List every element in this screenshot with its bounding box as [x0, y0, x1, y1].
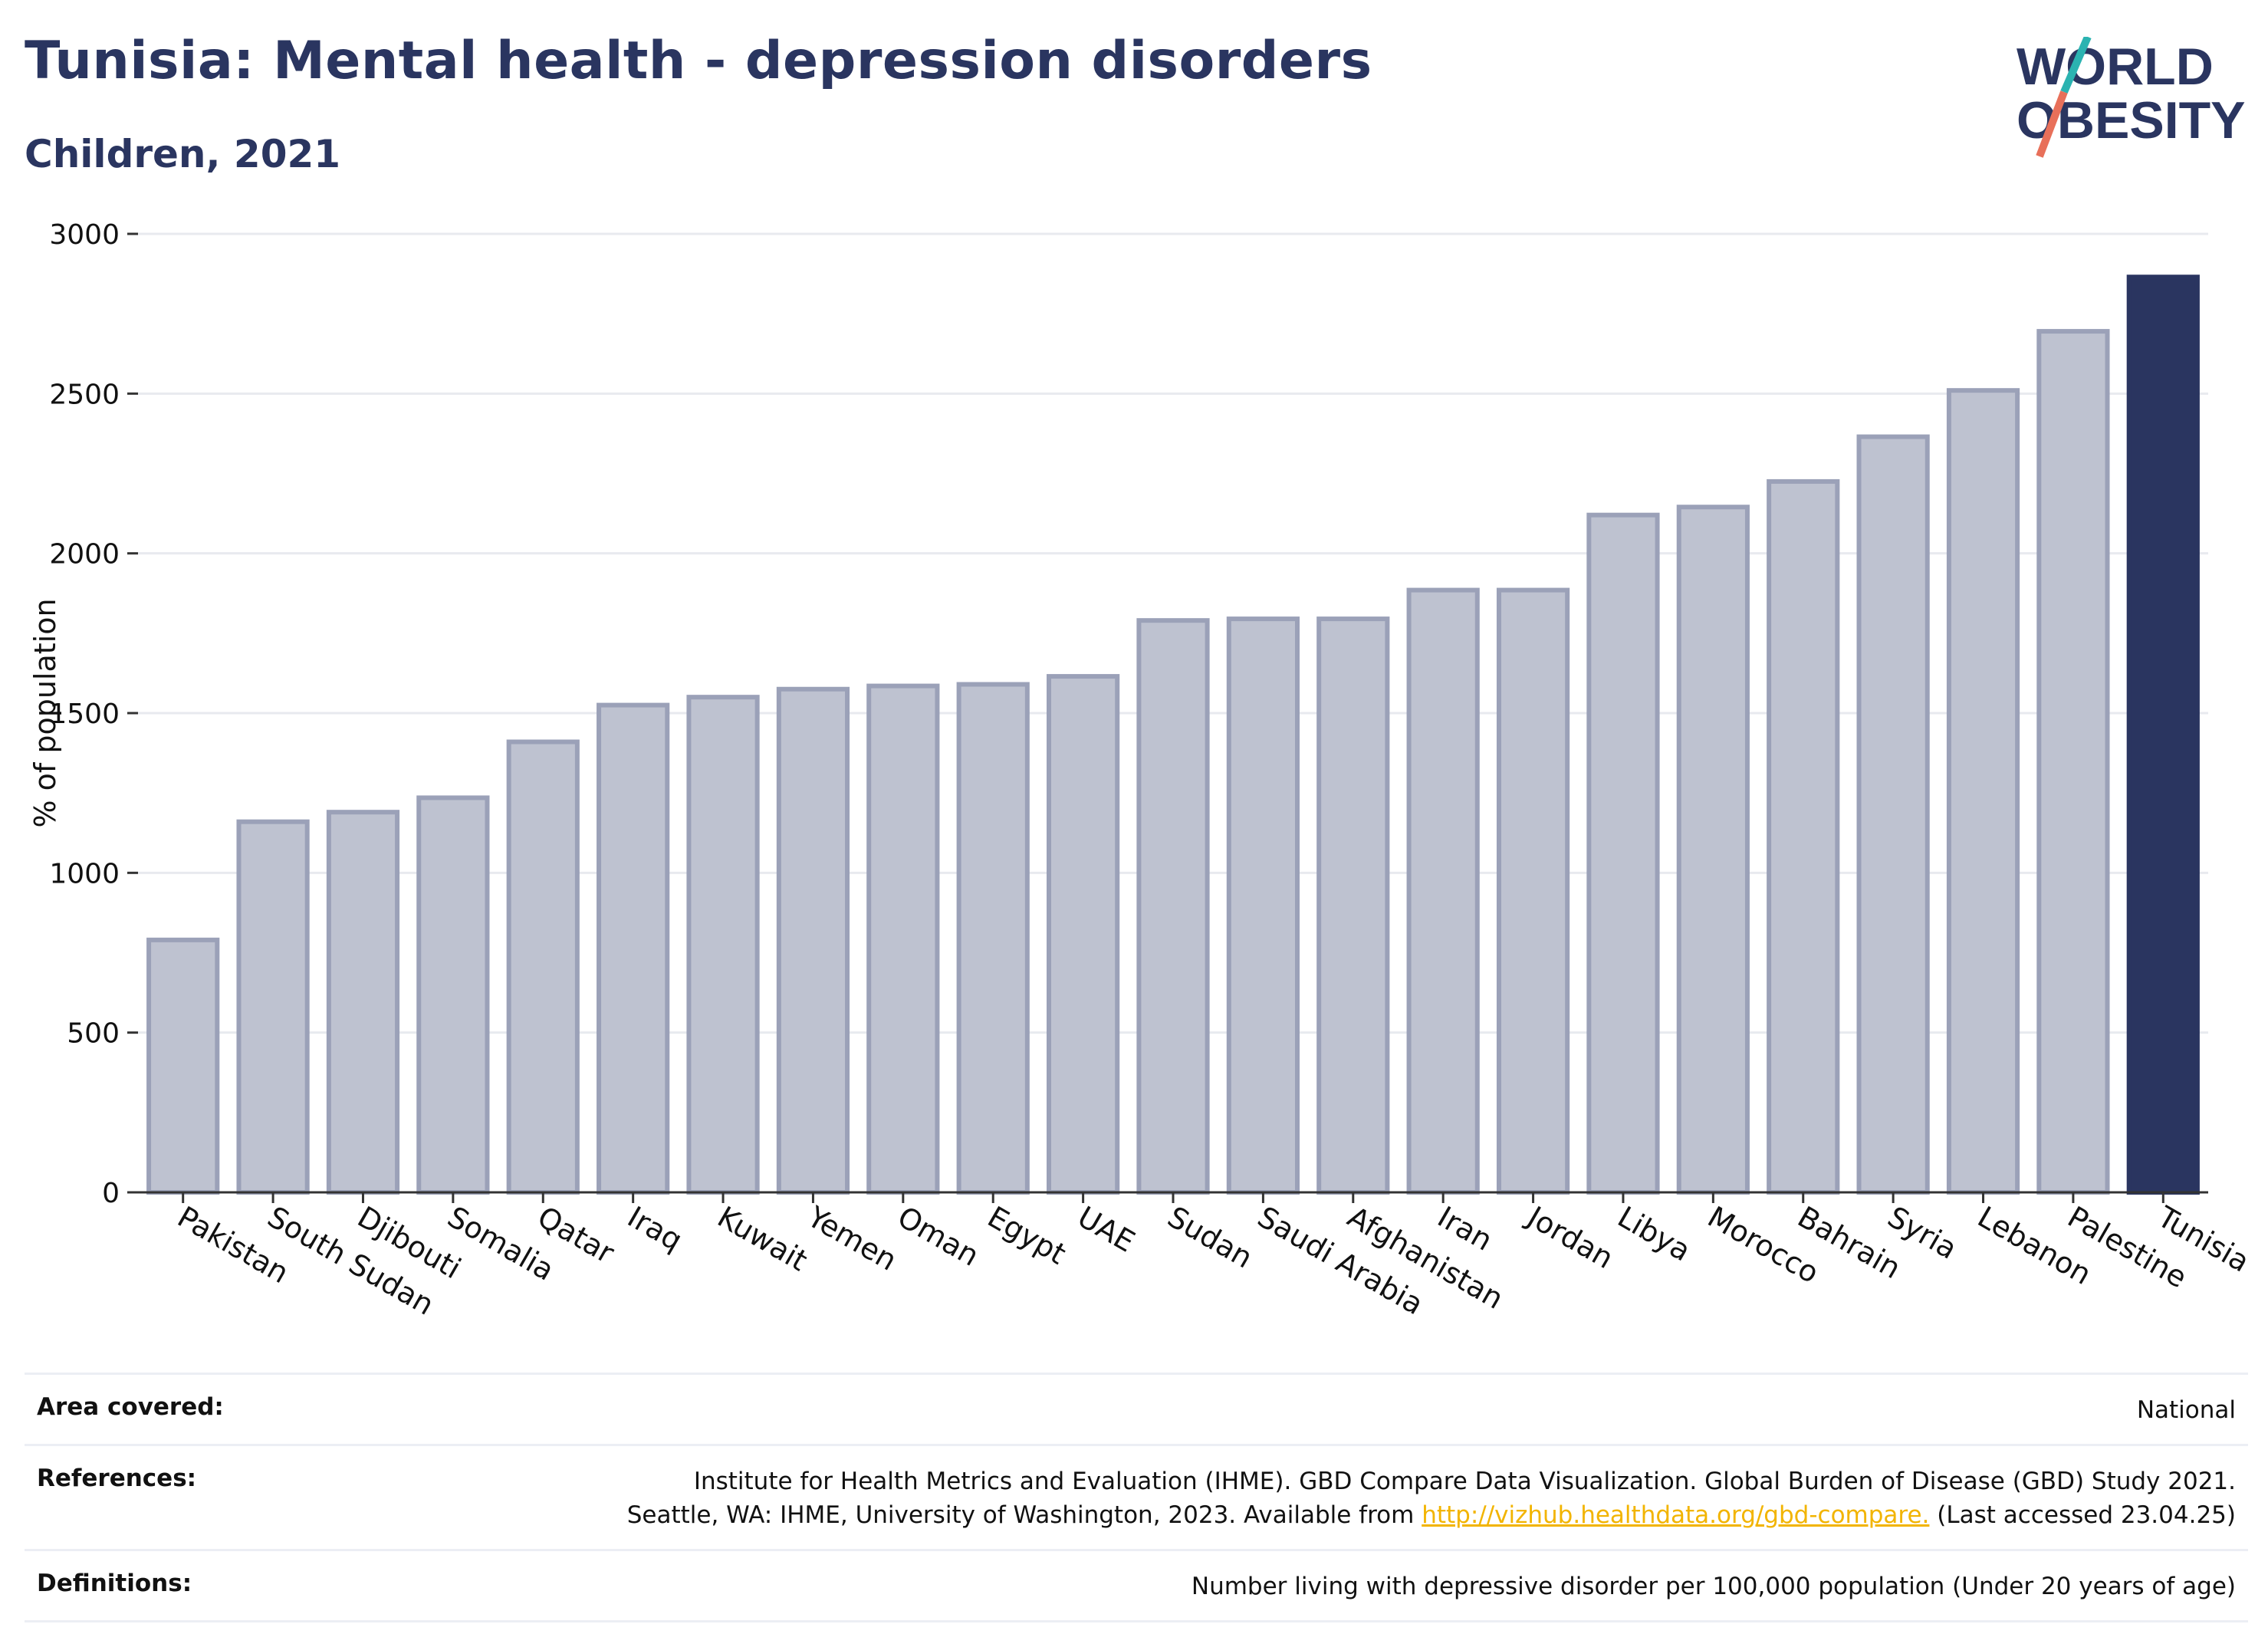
bar-yemen [776, 686, 850, 1195]
y-axis-label: % of population [28, 598, 62, 827]
y-tick-label: 1500 [49, 699, 120, 730]
logo-slash-teal [2060, 37, 2092, 94]
bar-pakistan [146, 937, 220, 1195]
definitions-label: Definitions: [37, 1570, 192, 1597]
footer-row-references: References: Institute for Health Metrics… [25, 1444, 2248, 1549]
footer-row-definitions: Definitions: Number living with depressi… [25, 1549, 2248, 1622]
footer-row-area: Area covered: National [25, 1373, 2248, 1444]
bar-egypt [956, 682, 1030, 1195]
bar-somalia [416, 795, 490, 1195]
x-tick-label: Egypt [982, 1200, 1072, 1271]
references-value: Institute for Health Metrics and Evaluat… [627, 1465, 2236, 1532]
bar-jordan [1496, 587, 1570, 1195]
x-tick-label: Iraq [622, 1200, 688, 1258]
y-tick-label: 2000 [49, 539, 120, 570]
reference-line-1: Institute for Health Metrics and Evaluat… [693, 1468, 2236, 1495]
bar-south-sudan [236, 819, 310, 1195]
bar-libya [1586, 512, 1660, 1195]
page-title: Tunisia: Mental health - depression diso… [25, 31, 1372, 91]
y-tick-label: 3000 [49, 219, 120, 251]
definitions-value: Number living with depressive disorder p… [1191, 1573, 2236, 1600]
bar-tunisia [2126, 275, 2200, 1195]
bar-bahrain [1767, 478, 1840, 1195]
x-tick-label: UAE [1072, 1200, 1140, 1259]
x-tick-label: Yemen [801, 1199, 902, 1277]
bar-qatar [506, 739, 580, 1195]
y-tick-label: 500 [67, 1018, 120, 1050]
bar-djibouti [326, 810, 400, 1195]
bar-iraq [597, 702, 670, 1195]
y-tick-label: 2500 [49, 379, 120, 410]
bars [146, 275, 2200, 1195]
y-axis-ticks: 0 500 1000 1500 2000 2500 3000 [49, 219, 138, 1209]
y-tick-label: 1000 [49, 858, 120, 889]
bar-morocco [1676, 505, 1750, 1195]
bar-palestine [2036, 329, 2110, 1195]
page-subtitle: Children, 2021 [25, 132, 341, 176]
reference-link[interactable]: http://vizhub.healthdata.org/gbd-compare… [1422, 1501, 1930, 1529]
area-value: National [2136, 1396, 2236, 1424]
bar-sudan [1136, 618, 1210, 1195]
bar-iran [1406, 587, 1480, 1195]
references-label: References: [37, 1465, 197, 1492]
x-tick-label: Jordan [1520, 1199, 1619, 1276]
bar-lebanon [1946, 388, 2020, 1195]
bar-afghanistan [1316, 616, 1390, 1195]
reference-line-2: Seattle, WA: IHME, University of Washing… [626, 1501, 1415, 1529]
x-tick-label: Libya [1612, 1200, 1696, 1268]
x-tick-label: Kuwait [712, 1200, 814, 1278]
world-obesity-logo: WORLD OBESITY [2017, 37, 2246, 158]
reference-accessed: (Last accessed 23.04.25) [1937, 1501, 2236, 1529]
logo-line1: WORLD [2017, 38, 2214, 96]
y-tick-label: 0 [102, 1178, 120, 1209]
x-tick-label: Oman [892, 1200, 984, 1273]
x-tick-label: Sudan [1162, 1200, 1259, 1275]
bar-uae [1047, 674, 1120, 1195]
footer-table: Area covered: National References: Insti… [25, 1373, 2248, 1622]
bar-saudi-arabia [1226, 616, 1300, 1195]
bar-syria [1856, 434, 1930, 1195]
area-label: Area covered: [37, 1393, 224, 1421]
bar-oman [866, 683, 940, 1195]
bar-kuwait [686, 695, 760, 1195]
logo-slash-coral [2036, 90, 2068, 158]
